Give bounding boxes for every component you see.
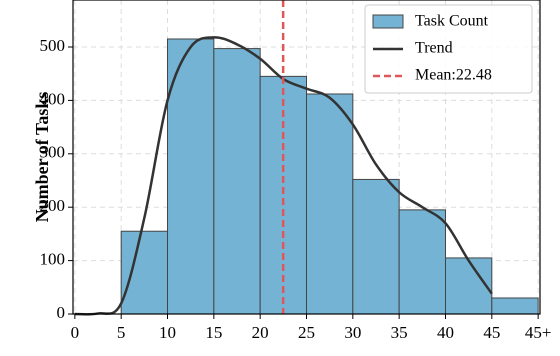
- bar: [120, 230, 169, 315]
- y-tick-label: 200: [40, 196, 66, 215]
- x-tick-label: 5: [117, 323, 126, 342]
- x-tick-label: 20: [252, 323, 269, 342]
- bar: [398, 209, 446, 315]
- x-tick-label: 30: [344, 323, 361, 342]
- axes-frame: [72, 0, 541, 315]
- x-tick-label: 15: [205, 323, 222, 342]
- y-tick-label: 300: [40, 143, 66, 162]
- bar: [352, 178, 400, 315]
- x-tick-label: 40: [437, 323, 454, 342]
- legend-swatch: [372, 14, 404, 29]
- y-tick-label: 400: [40, 89, 66, 108]
- bar: [444, 257, 493, 315]
- x-tick-label: 35: [391, 323, 408, 342]
- bar: [167, 38, 215, 315]
- x-tick-label: 45: [483, 323, 500, 342]
- y-tick-label: 0: [57, 303, 66, 322]
- y-tick-label: 500: [40, 36, 66, 55]
- bar: [213, 48, 261, 315]
- y-axis-label: Number of Tasks: [32, 92, 52, 223]
- legend-label: Task Count: [415, 13, 489, 30]
- bar: [306, 93, 354, 315]
- trend-line: [74, 36, 493, 316]
- x-tick-label: 45+: [525, 323, 552, 342]
- x-tick-label: 0: [71, 323, 80, 342]
- legend-label: Trend: [415, 40, 453, 57]
- y-tick-label: 100: [40, 250, 66, 269]
- x-tick-label: 25: [298, 323, 315, 342]
- legend-label: Mean:22.48: [415, 67, 492, 84]
- bar: [491, 297, 539, 315]
- x-tick-label: 10: [159, 323, 176, 342]
- legend-box: [364, 4, 533, 94]
- plot: [74, 0, 539, 316]
